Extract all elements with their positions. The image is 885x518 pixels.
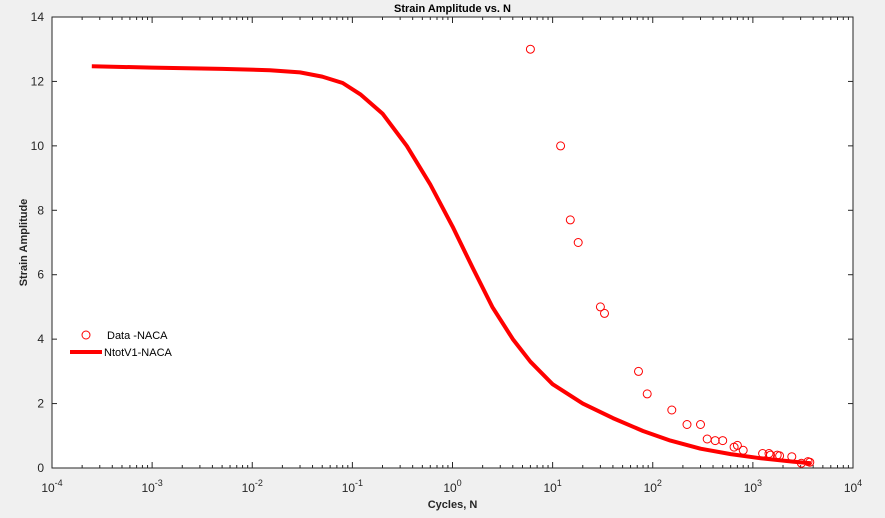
y-tick-label: 4: [37, 332, 44, 346]
data-point: [775, 451, 785, 461]
plot-area: [51, 16, 854, 469]
y-axis-label: Strain Amplitude: [18, 199, 30, 287]
data-point: [682, 420, 692, 429]
data-point: [642, 389, 652, 399]
x-tick-label: 10-1: [342, 478, 363, 495]
series-layer: [91, 44, 815, 468]
y-tick-label: 8: [37, 203, 44, 217]
data-point: [787, 452, 797, 462]
x-tick-label: 10-3: [141, 478, 162, 495]
data-point: [525, 44, 535, 54]
data-point: [595, 302, 605, 312]
data-point: [573, 238, 583, 247]
x-axis-label: Cycles, N: [428, 499, 478, 511]
y-tick-label: 2: [37, 397, 44, 411]
data-point: [738, 445, 748, 455]
x-tick-label: 10-4: [41, 478, 62, 495]
legend-label-ntot: NtotV1-NACA: [104, 347, 173, 359]
axes-ticks: 0 2 4 6 8 10 12 14 10-4 10-3 10-2 10-1 100 101 102 103 1…: [31, 10, 863, 495]
x-tick-label: 104: [844, 478, 862, 495]
y-tick-label: 14: [31, 10, 45, 24]
y-tick-label: 12: [31, 74, 45, 88]
series-line-ntotv1-naca: [91, 64, 812, 466]
y-tick-label: 6: [37, 268, 44, 282]
legend-label-data: Data -NACA: [107, 330, 168, 342]
y-tick-label: 10: [31, 139, 45, 153]
legend-marker-data: [81, 330, 91, 340]
data-point: [805, 457, 815, 467]
data-point: [796, 458, 806, 468]
data-point: [667, 405, 677, 415]
chart-title: Strain Amplitude vs. N: [394, 3, 511, 15]
data-point: [696, 420, 705, 429]
data-point: [600, 308, 609, 318]
data-point: [718, 436, 728, 446]
data-point: [556, 141, 566, 151]
x-tick-label: 103: [744, 478, 762, 495]
legend: Data -NACA NtotV1-NACA: [70, 330, 173, 359]
x-tick-label: 101: [543, 478, 561, 495]
data-point: [732, 440, 742, 450]
data-point: [766, 450, 775, 460]
x-tick-label: 10-2: [242, 478, 263, 495]
y-tick-label: 0: [37, 461, 44, 475]
data-point: [565, 215, 575, 225]
x-tick-label: 102: [644, 478, 662, 495]
x-tick-label: 100: [443, 478, 461, 495]
data-point: [634, 366, 643, 376]
